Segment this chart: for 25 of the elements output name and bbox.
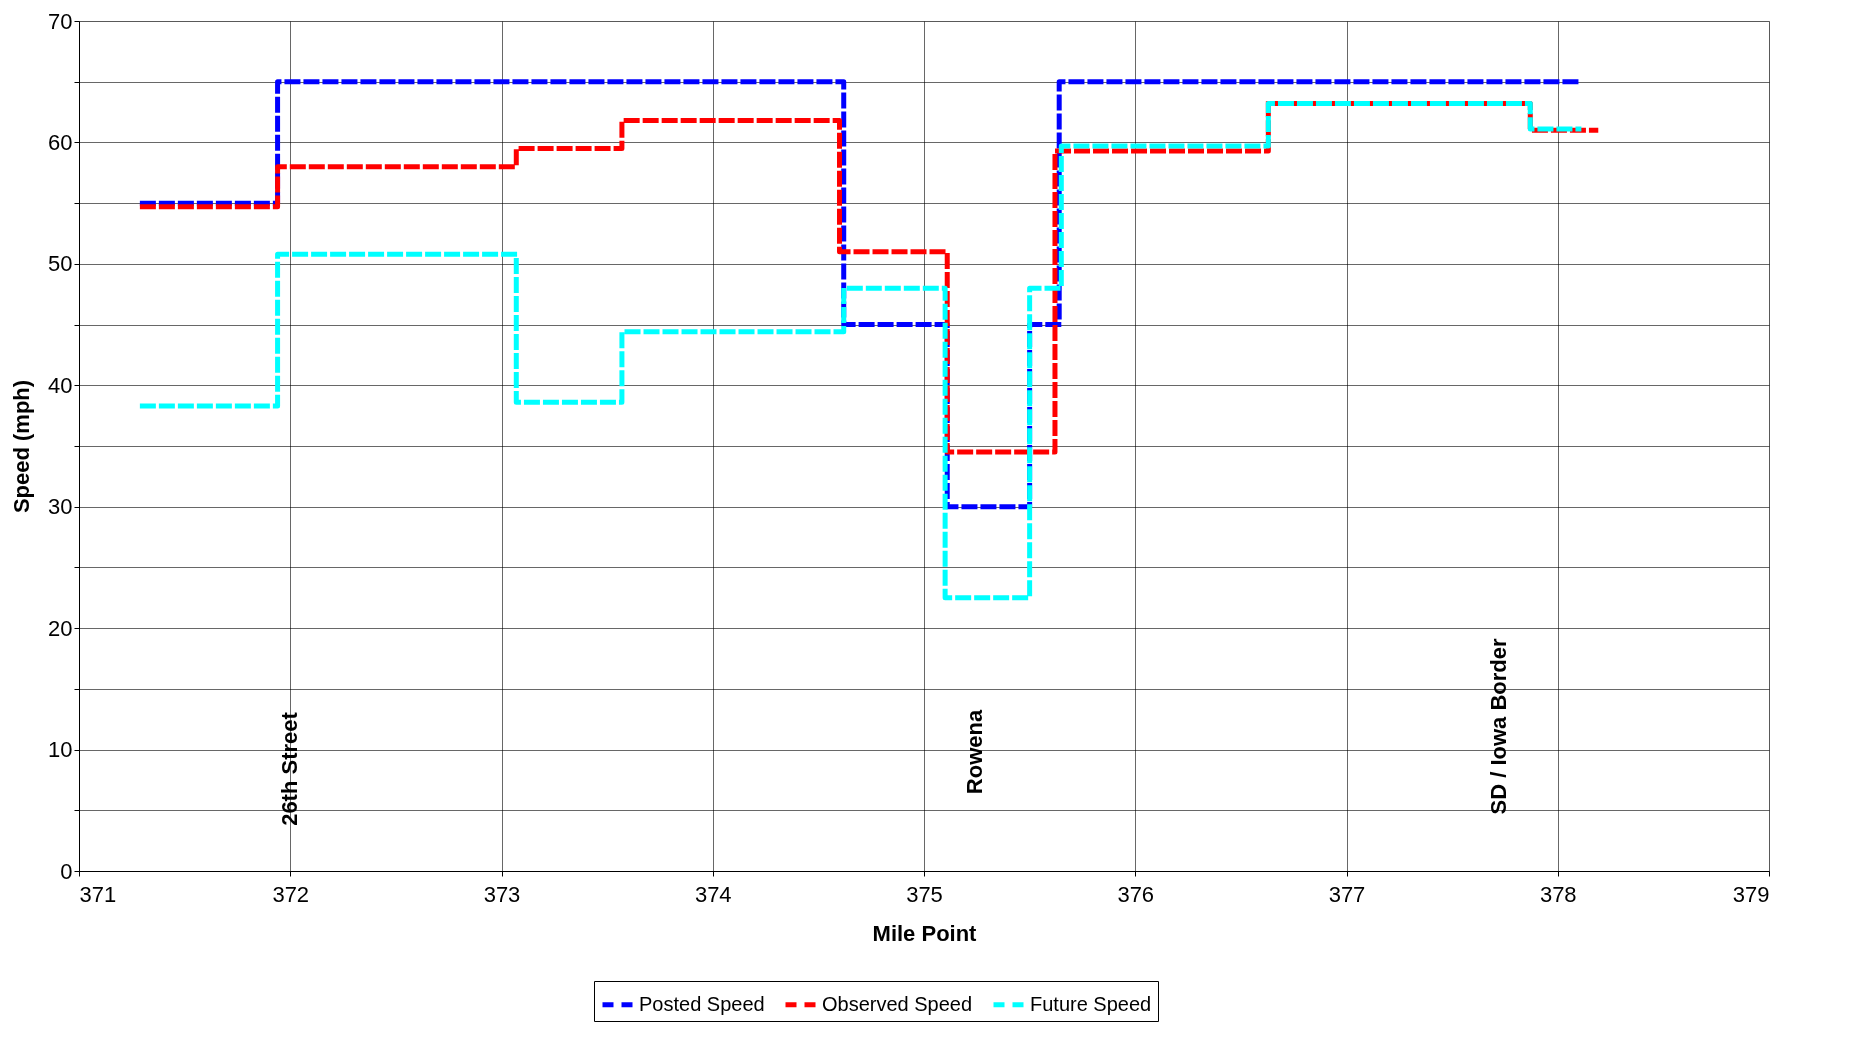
y-tick-label: 0 (60, 858, 73, 884)
x-tick-label: 371 (79, 881, 117, 907)
x-tick-label: 376 (1117, 881, 1155, 907)
y-axis-title: Speed (mph) (9, 379, 35, 514)
annotation: Rowena (961, 709, 987, 795)
x-tick-label: 377 (1328, 881, 1366, 907)
y-tick-label: 50 (48, 251, 73, 277)
legend-label: Observed Speed (822, 992, 973, 1015)
y-tick-label: 20 (48, 615, 73, 641)
annotation: SD / Iowa Border (1485, 638, 1511, 815)
x-axis-title: Mile Point (872, 920, 978, 946)
x-tick-label: 373 (483, 881, 521, 907)
x-tick-label: 375 (906, 881, 943, 907)
x-tick-label: 378 (1539, 881, 1577, 907)
y-tick-label: 30 (48, 494, 73, 520)
y-tick-label: 10 (48, 737, 73, 763)
annotation: 26th Street (277, 711, 303, 826)
y-tick-label: 70 (48, 8, 73, 34)
x-tick-label: 379 (1732, 881, 1770, 907)
legend-label: Posted Speed (639, 992, 765, 1015)
legend-label: Future Speed (1030, 992, 1152, 1015)
y-tick-label: 40 (48, 372, 73, 398)
x-tick-label: 372 (272, 881, 310, 907)
y-tick-label: 60 (48, 129, 73, 155)
x-tick-label: 374 (694, 881, 732, 907)
